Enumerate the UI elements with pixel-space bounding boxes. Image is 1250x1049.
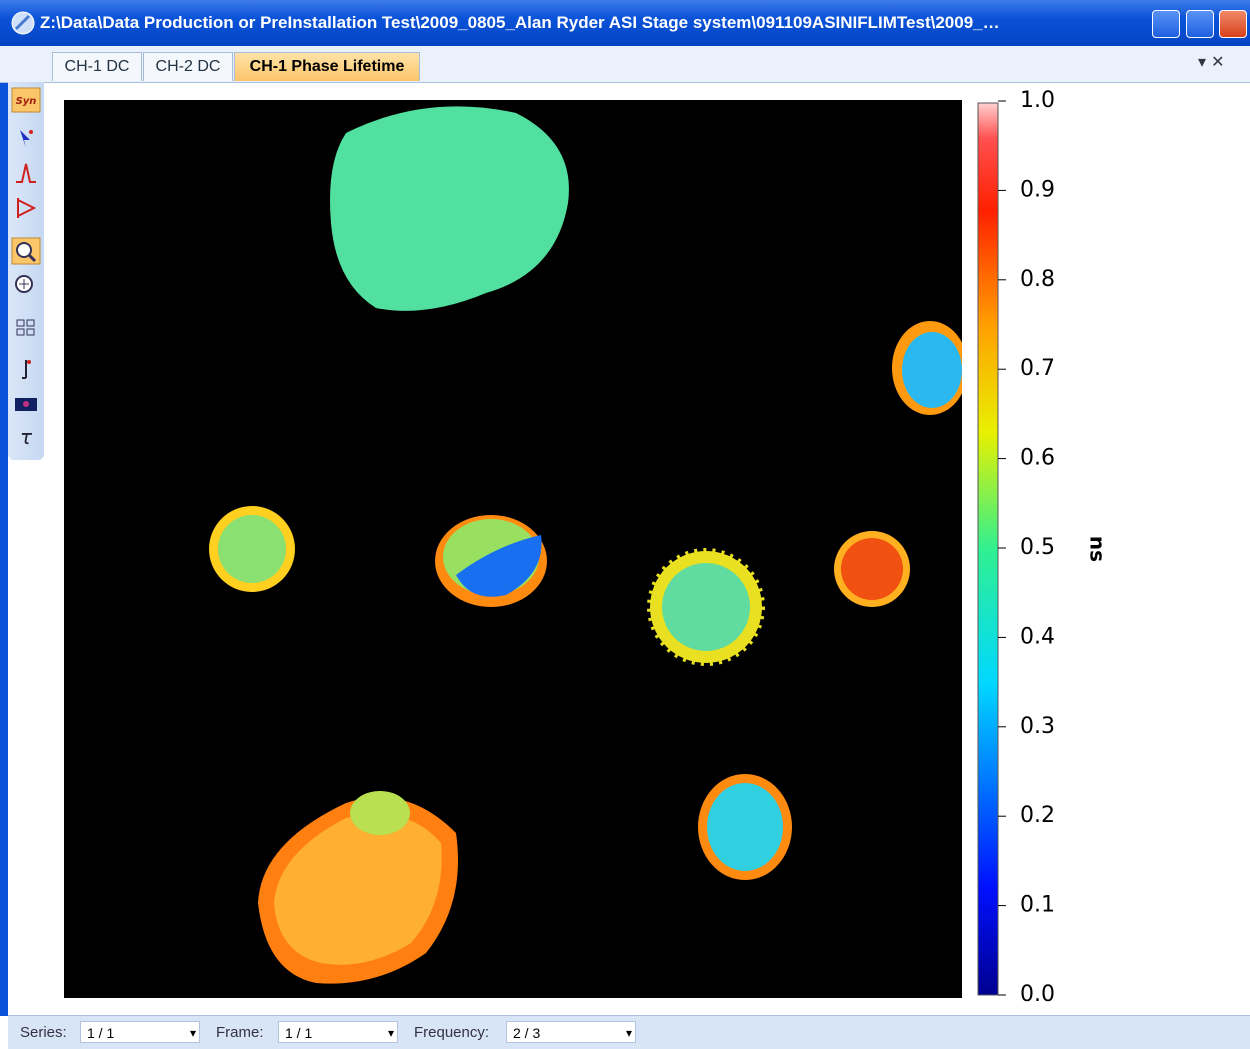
colorbar-tick-label: 0.4 [1020, 624, 1055, 649]
colorbar-tick-label: 0.5 [1020, 535, 1055, 560]
colorbar-tick-label: 0.0 [1020, 982, 1055, 1007]
status-combo[interactable]: 2 / 3 [506, 1021, 636, 1043]
colorbar-tick-label: 0.6 [1020, 446, 1055, 471]
colorbar-tick-label: 0.7 [1020, 356, 1055, 381]
minimize-button[interactable] [1152, 10, 1180, 38]
status-label: Series: [20, 1024, 67, 1041]
colorbar-tick-label: 0.8 [1020, 267, 1055, 292]
title-bar: Z:\Data\Data Production or PreInstallati… [0, 0, 1250, 46]
window-title: Z:\Data\Data Production or PreInstallati… [40, 13, 1000, 33]
maximize-button[interactable] [1186, 10, 1214, 38]
tab-active[interactable]: CH-1 Phase Lifetime [234, 52, 420, 81]
colorbar-tick-label: 0.1 [1020, 893, 1055, 918]
close-button[interactable] [1219, 10, 1247, 38]
window-border [0, 46, 8, 1016]
toolbar-icons: Syn τ [8, 82, 44, 460]
tab[interactable]: CH-1 DC [52, 52, 142, 81]
app-icon [10, 10, 36, 36]
sync-label: Syn [16, 96, 37, 107]
colorbar-tick-label: 0.2 [1020, 803, 1055, 828]
lifetime-view: ns 0.0 0.1 0.2 0.3 0.4 0.5 0.6 0.7 0.8 0.9 1.0 [46, 83, 1236, 1015]
status-label: Frequency: [414, 1024, 489, 1041]
colorbar-tick-label: 1.0 [1020, 88, 1055, 113]
tab-menu-controls[interactable]: ▾ ✕ [1198, 52, 1225, 71]
status-bar: Series: 1 / 1 Frame: 1 / 1 Frequency: 2 / 3 [8, 1015, 1250, 1049]
app-window: Z:\Data\Data Production or PreInstallati… [0, 0, 1250, 1048]
toolbar: Syn τ [8, 82, 44, 460]
colorbar-unit: ns [1086, 536, 1110, 562]
tau-label: τ [20, 425, 33, 449]
status-label: Frame: [216, 1024, 264, 1041]
tab[interactable]: CH-2 DC [143, 52, 233, 81]
colorbar-tick-label: 0.3 [1020, 714, 1055, 739]
status-combo[interactable]: 1 / 1 [80, 1021, 200, 1043]
colorbar [978, 103, 998, 995]
colorbar-tick-label: 0.9 [1020, 177, 1055, 202]
status-combo[interactable]: 1 / 1 [278, 1021, 398, 1043]
tab-bar: CH-1 DC CH-2 DC CH-1 Phase Lifetime ▾ ✕ [0, 46, 1250, 83]
